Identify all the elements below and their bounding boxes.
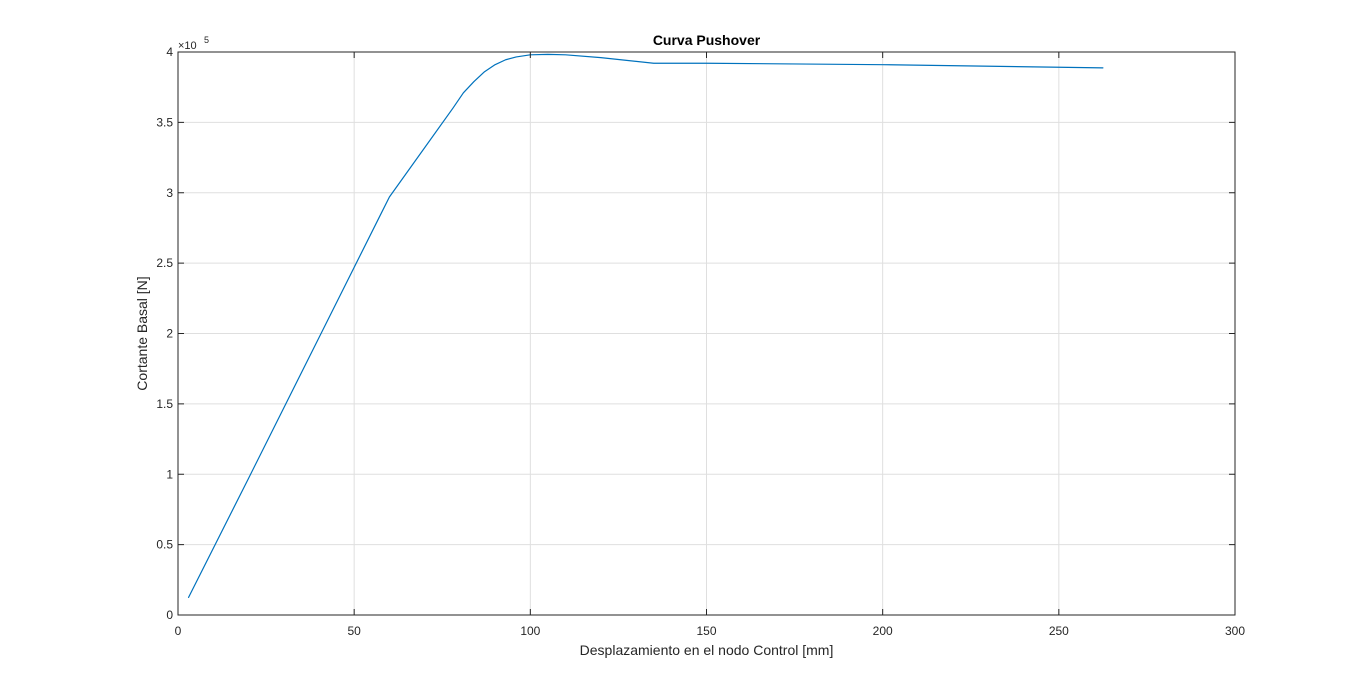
y-tick-label: 2 bbox=[166, 327, 173, 341]
y-tick-label: 3.5 bbox=[156, 115, 173, 129]
x-tick-label: 0 bbox=[175, 624, 182, 638]
tick-labels: 0 50 100 150 200 250 300 0 0.5 1 1.5 2 2.5 3 3.5 4 bbox=[156, 45, 1245, 638]
x-tick-label: 100 bbox=[520, 624, 540, 638]
y-tick-label: 0.5 bbox=[156, 538, 173, 552]
y-tick-label: 3 bbox=[166, 186, 173, 200]
x-tick-label: 200 bbox=[873, 624, 893, 638]
y-exponent-power: 5 bbox=[204, 35, 209, 45]
y-tick-label: 2.5 bbox=[156, 256, 173, 270]
y-tick-label: 0 bbox=[166, 608, 173, 622]
series-lines bbox=[187, 53, 1104, 599]
y-axis-label: Cortante Basal [N] bbox=[134, 276, 150, 390]
y-tick-label: 4 bbox=[166, 45, 173, 59]
x-tick-label: 250 bbox=[1049, 624, 1069, 638]
series-line bbox=[187, 53, 1104, 599]
chart-title: Curva Pushover bbox=[653, 32, 761, 48]
x-tick-label: 50 bbox=[347, 624, 361, 638]
x-tick-label: 300 bbox=[1225, 624, 1245, 638]
x-tick-label: 150 bbox=[696, 624, 716, 638]
y-tick-label: 1.5 bbox=[156, 397, 173, 411]
tick-marks bbox=[177, 51, 1236, 616]
y-tick-label: 1 bbox=[166, 467, 173, 481]
y-exponent-multiplier: ×10 bbox=[178, 40, 197, 52]
x-axis-label: Desplazamiento en el nodo Control [mm] bbox=[580, 642, 834, 658]
